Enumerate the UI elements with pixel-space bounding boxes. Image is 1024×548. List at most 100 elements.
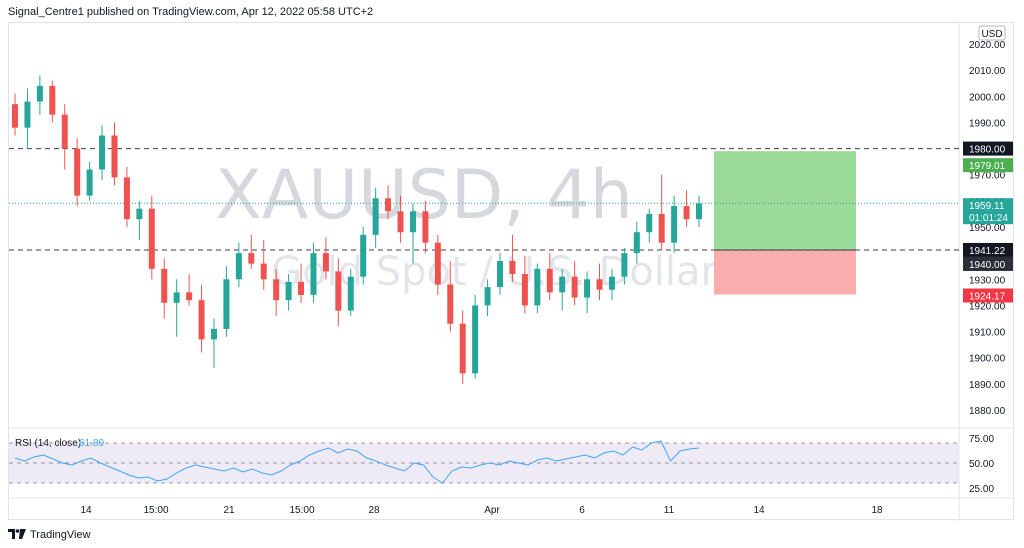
candle-body <box>559 276 566 293</box>
candle-body <box>235 253 242 280</box>
candle-body <box>484 287 491 306</box>
candle-body <box>683 206 690 220</box>
stop-price-label: 1924.17 <box>969 292 1006 303</box>
candle-body <box>385 198 392 212</box>
candle-body <box>347 276 354 311</box>
chart-panel[interactable]: XAUUSD, 4h Gold Spot / U.S. Dollar 2020.00… <box>8 22 1015 521</box>
price-tick-label: 1930.00 <box>969 275 1006 286</box>
candle-body <box>285 281 292 301</box>
time-tick-label: 14 <box>80 505 92 516</box>
candle-body <box>434 242 441 285</box>
price-tick-label: 2010.00 <box>969 66 1006 77</box>
price-tick-label: 1950.00 <box>969 223 1006 234</box>
candle-body <box>546 268 553 293</box>
rsi-tick-label: 75.00 <box>969 434 994 445</box>
candle-body <box>223 279 230 329</box>
price-tick-label: 1900.00 <box>969 354 1006 365</box>
profit-target-zone <box>714 151 856 250</box>
description-watermark: Gold Spot / U.S. Dollar <box>271 249 717 295</box>
level-1980-label: 1980.00 <box>969 145 1006 156</box>
time-tick-label: 18 <box>871 505 883 516</box>
candle-body <box>310 253 317 295</box>
tradingview-footer[interactable]: TradingView <box>8 527 91 543</box>
candle-body <box>12 104 18 128</box>
candle-body <box>24 101 31 128</box>
time-tick-label: 21 <box>223 505 235 516</box>
rsi-tick-label: 25.00 <box>969 484 994 495</box>
time-tick-label: Apr <box>484 505 500 516</box>
publish-info: Signal_Centre1 published on TradingView.… <box>8 6 374 18</box>
candle-body <box>534 268 541 306</box>
candle-body <box>422 211 429 243</box>
price-tick-label: 1920.00 <box>969 301 1006 312</box>
candle-body <box>61 114 68 149</box>
rsi-value: 61.89 <box>79 438 104 449</box>
price-tick-label: 1910.00 <box>969 328 1006 339</box>
time-tick-label: 14 <box>753 505 765 516</box>
candle-body <box>409 211 416 233</box>
candle-body <box>298 281 305 295</box>
time-tick-label: 15:00 <box>289 505 314 516</box>
currency-badge <box>978 25 1006 41</box>
candle-body <box>633 232 640 254</box>
candle-body <box>74 148 81 196</box>
candle-body <box>521 274 528 306</box>
target-price-label-bg <box>963 158 1013 173</box>
candle-body <box>99 135 106 170</box>
candle-body <box>584 279 591 298</box>
stop-loss-zone <box>714 249 856 295</box>
last-price-label-countdown: 01:01:24 <box>969 213 1008 224</box>
candle-body <box>671 206 678 243</box>
candle-body <box>198 300 205 340</box>
rsi-title: RSI (14, close) <box>15 438 81 449</box>
candle-body <box>148 208 155 269</box>
candle-body <box>186 292 193 301</box>
candle-body <box>335 271 342 311</box>
time-tick-label: 28 <box>368 505 380 516</box>
stop-price-label-bg <box>963 288 1013 303</box>
candle-body <box>447 284 454 324</box>
price-tick-label: 2000.00 <box>969 92 1006 103</box>
time-tick-label: 11 <box>664 505 675 516</box>
level-1941-label-bg <box>963 242 1013 257</box>
candle-body <box>86 169 93 196</box>
price-tick-label: 1970.00 <box>969 171 1006 182</box>
last-price-label-bg <box>963 198 1013 225</box>
candle-body <box>608 276 615 290</box>
price-tick-label: 1990.00 <box>969 118 1006 129</box>
candle-body <box>260 263 267 280</box>
rsi-tick-label: 50.00 <box>969 459 994 470</box>
entry-price-label: 1940.00 <box>969 260 1006 271</box>
price-tick-label: 1890.00 <box>969 380 1006 391</box>
level-1980-label-bg <box>963 141 1013 156</box>
candle-body <box>49 85 56 115</box>
candle-body <box>658 213 665 243</box>
candle-body <box>596 279 603 290</box>
target-price-label: 1979.01 <box>969 161 1006 172</box>
time-tick-label: 15:00 <box>143 505 168 516</box>
candle-body <box>696 203 702 220</box>
candle-body <box>360 234 367 277</box>
rsi-line <box>14 440 700 484</box>
last-price-label: 1959.11 <box>969 201 1005 212</box>
currency-label: USD <box>981 29 1002 40</box>
candle-body <box>210 328 217 340</box>
candle-body <box>248 253 255 264</box>
candle-body <box>322 253 329 272</box>
candle-body <box>161 268 168 303</box>
candle-body <box>136 208 143 220</box>
level-1941-label: 1941.22 <box>969 246 1006 257</box>
tradingview-logo-icon <box>8 528 26 542</box>
candle-body <box>509 260 516 275</box>
candle-body <box>621 253 628 277</box>
candle-body <box>459 323 466 374</box>
candle-body <box>571 276 578 298</box>
candle-body <box>372 198 379 235</box>
tradingview-brand: TradingView <box>30 529 91 541</box>
candle-body <box>123 177 130 220</box>
candle-body <box>397 211 404 233</box>
candle-body <box>111 135 118 178</box>
price-tick-label: 1880.00 <box>969 406 1006 417</box>
candle-body <box>173 292 180 303</box>
